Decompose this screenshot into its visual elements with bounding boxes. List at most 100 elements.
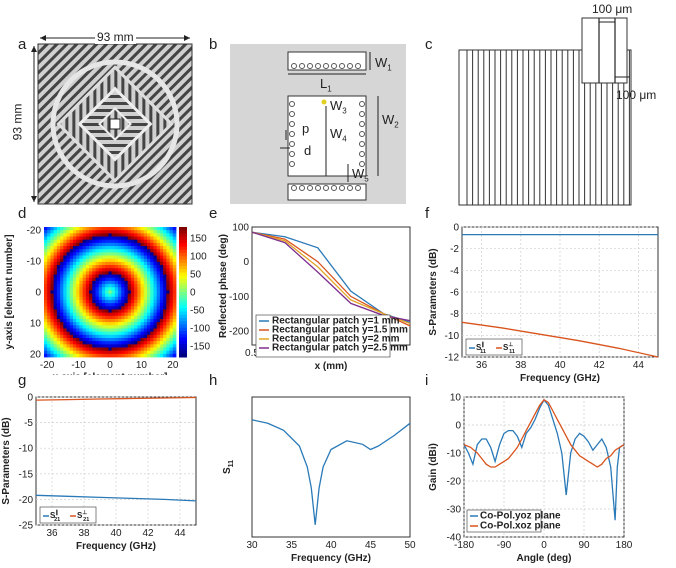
heatmap-cell	[92, 233, 96, 237]
heatmap-cell	[44, 249, 48, 253]
heatmap-cell	[111, 312, 116, 317]
heatmap-cell	[159, 296, 164, 301]
heatmap-cell	[56, 303, 61, 307]
heatmap-cell	[118, 353, 122, 358]
heatmap-cell	[72, 280, 77, 285]
heatmap-cell	[137, 334, 141, 339]
heatmap-cell	[82, 299, 87, 304]
heatmap-cell	[147, 255, 151, 260]
heatmap-cell	[82, 227, 87, 231]
panel-label-e: e	[209, 205, 218, 222]
heatmap-cell	[111, 249, 116, 253]
heatmap-cell	[66, 303, 71, 307]
heatmap-cell	[44, 280, 48, 285]
heatmap-cell	[121, 249, 125, 253]
heatmap-cell	[47, 261, 51, 266]
heatmap-cell	[105, 249, 109, 253]
panel-label-b: b	[209, 36, 218, 53]
colorbar-segment	[179, 295, 187, 299]
heatmap-cell	[79, 258, 84, 263]
heatmap-cell	[98, 325, 103, 329]
heatmap-cell	[169, 249, 174, 253]
heatmap-cell	[137, 287, 141, 291]
heatmap-cell	[60, 290, 64, 294]
heatmap-cell	[130, 312, 135, 317]
heatmap-cell	[85, 271, 90, 275]
heatmap-cell	[92, 280, 96, 285]
heatmap-cell	[169, 236, 174, 241]
heatmap-cell	[101, 290, 106, 294]
heatmap-cell	[124, 347, 129, 352]
heatmap-cell	[47, 280, 51, 285]
heatmap-cell	[66, 331, 71, 336]
heatmap-cell	[159, 280, 164, 285]
heatmap-cell	[101, 303, 106, 307]
heatmap-cell	[130, 325, 135, 329]
heatmap-cell	[150, 350, 154, 355]
heatmap-cell	[69, 322, 74, 326]
heatmap-cell	[60, 350, 64, 355]
heatmap-cell	[163, 246, 167, 250]
heatmap-cell	[121, 287, 125, 291]
heatmap-cell	[118, 287, 122, 291]
heatmap-cell	[169, 290, 174, 294]
heatmap-cell	[147, 252, 151, 256]
heatmap-cell	[134, 258, 138, 263]
heatmap-cell	[166, 315, 170, 320]
heatmap-cell	[69, 265, 74, 269]
y-tick-label: 0	[27, 393, 33, 404]
heatmap-cell	[69, 255, 74, 260]
heatmap-cell	[108, 353, 113, 358]
heatmap-cell	[60, 274, 64, 279]
heatmap-cell	[44, 337, 48, 342]
heatmap-cell	[169, 258, 174, 263]
heatmap-cell	[143, 296, 148, 301]
heatmap-cell	[156, 328, 161, 333]
legend-box	[465, 338, 523, 356]
x-tick-label: 40	[325, 540, 337, 551]
colorbar-segment	[179, 308, 187, 312]
heatmap-cell	[92, 309, 96, 314]
heatmap-cell	[47, 296, 51, 301]
legend-box	[466, 509, 542, 533]
heatmap-cell	[95, 274, 100, 279]
heatmap-cell	[85, 312, 90, 317]
heatmap-cell	[47, 258, 51, 263]
heatmap-cell	[69, 293, 74, 298]
heatmap-cell	[101, 331, 106, 336]
heatmap-cell	[69, 242, 74, 247]
heatmap-cell	[127, 233, 132, 237]
heatmap-cell	[56, 293, 61, 298]
heatmap-cell	[105, 233, 109, 237]
heatmap-cell	[56, 344, 61, 348]
x-axis-label: Frequency (GHz)	[520, 373, 600, 384]
heatmap-cell	[130, 280, 135, 285]
heatmap-cell	[150, 353, 154, 358]
heatmap-cell	[134, 296, 138, 301]
heatmap-cell	[163, 328, 167, 333]
heatmap-cell	[50, 312, 55, 317]
heatmap-cell	[60, 236, 64, 241]
heatmap-cell	[124, 334, 129, 339]
heatmap-cell	[140, 309, 145, 314]
heatmap-cell	[101, 227, 106, 231]
heatmap-cell	[159, 293, 164, 298]
heatmap-cell	[95, 233, 100, 237]
heatmap-cell	[143, 347, 148, 352]
heatmap-cell	[47, 242, 51, 247]
heatmap-cell	[169, 227, 174, 231]
heatmap-cell	[172, 230, 177, 234]
heatmap-cell	[53, 312, 58, 317]
heatmap-cell	[159, 290, 164, 294]
heatmap-cell	[163, 325, 167, 329]
heatmap-cell	[47, 350, 51, 355]
heatmap-cell	[114, 353, 119, 358]
heatmap-cell	[63, 350, 67, 355]
heatmap-cell	[101, 322, 106, 326]
heatmap-cell	[92, 318, 96, 323]
heatmap-cell	[63, 239, 67, 244]
heatmap-cell	[163, 284, 167, 288]
heatmap-cell	[172, 280, 177, 285]
heatmap-cell	[143, 337, 148, 342]
heatmap-cell	[53, 268, 58, 272]
